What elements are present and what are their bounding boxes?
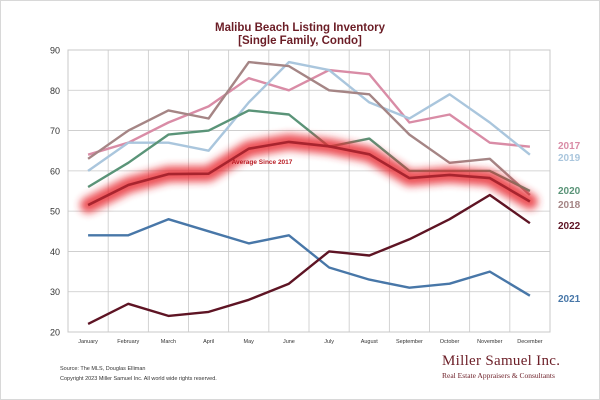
chart-subtitle: [Single Family, Condo] bbox=[238, 35, 362, 47]
copyright-note: Copyright 2023 Miller Samuel Inc. All wo… bbox=[60, 376, 217, 382]
x-tick-label: September bbox=[396, 339, 423, 345]
source-note: Source: The MLS, Douglas Elliman bbox=[60, 366, 146, 372]
x-tick-label: December bbox=[517, 339, 543, 345]
series-label-2019: 2019 bbox=[558, 153, 581, 164]
series-line-2018 bbox=[87, 60, 531, 196]
x-tick-label: April bbox=[203, 339, 214, 345]
series-label-2020: 2020 bbox=[558, 186, 581, 197]
series-line-average-since-2017 bbox=[87, 140, 531, 207]
x-tick-label: November bbox=[477, 339, 503, 345]
x-tick-label: August bbox=[361, 339, 379, 345]
x-tick-label: February bbox=[117, 339, 139, 345]
y-tick-label: 70 bbox=[50, 126, 60, 136]
series-label-2017: 2017 bbox=[558, 141, 581, 152]
series-line-2019 bbox=[87, 60, 531, 172]
y-tick-label: 80 bbox=[50, 86, 60, 96]
x-tick-label: January bbox=[78, 339, 98, 345]
series-label-2021: 2021 bbox=[558, 294, 581, 305]
brand-logo-text: Miller Samuel Inc. bbox=[442, 353, 561, 369]
x-tick-label: June bbox=[283, 339, 295, 345]
chart-title: Malibu Beach Listing Inventory bbox=[215, 22, 385, 34]
x-tick-label: May bbox=[244, 339, 255, 345]
series-label-2022: 2022 bbox=[558, 221, 581, 232]
y-tick-label: 50 bbox=[50, 207, 60, 217]
brand-tagline: Real Estate Appraisers & Consultants bbox=[442, 371, 555, 380]
x-tick-label: March bbox=[161, 339, 176, 345]
y-tick-label: 90 bbox=[50, 46, 60, 56]
x-tick-label: July bbox=[324, 339, 334, 345]
series-label-average: Average Since 2017 bbox=[232, 159, 293, 166]
series-line-2022 bbox=[87, 193, 531, 325]
y-tick-label: 30 bbox=[50, 287, 60, 297]
series-label-2018: 2018 bbox=[558, 200, 581, 211]
series-line-2017 bbox=[87, 68, 531, 156]
y-tick-label: 60 bbox=[50, 166, 60, 176]
y-tick-label: 40 bbox=[50, 247, 60, 257]
x-tick-label: October bbox=[440, 339, 460, 345]
series-line-2021 bbox=[88, 218, 531, 297]
y-tick-label: 20 bbox=[50, 328, 60, 338]
